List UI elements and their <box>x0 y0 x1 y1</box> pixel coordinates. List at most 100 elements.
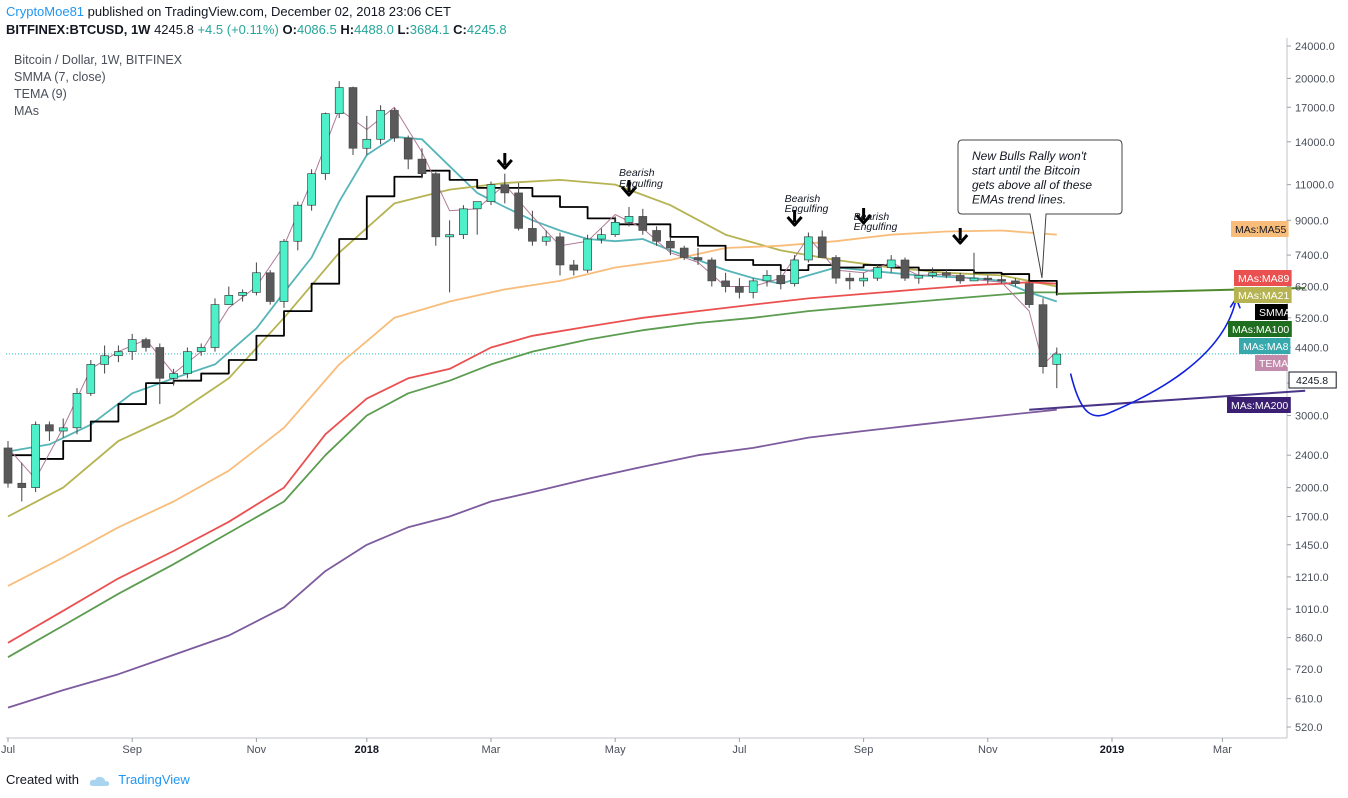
candle <box>321 112 330 180</box>
price-tag: MAs:MA200 <box>1227 397 1291 413</box>
candle-body <box>348 87 358 149</box>
price-tag-label: SMMA <box>1259 307 1291 319</box>
candle-body <box>279 240 289 302</box>
candle-body <box>583 238 592 271</box>
legend-tema[interactable]: TEMA (9) <box>14 87 67 101</box>
candle-body <box>652 230 661 242</box>
trend-line <box>1029 389 1306 411</box>
candle <box>679 245 689 260</box>
candle-body <box>45 424 54 432</box>
candle <box>1052 347 1062 389</box>
candle-body <box>735 286 744 293</box>
high-label: H: <box>340 22 355 37</box>
candle <box>141 337 151 352</box>
candle-body <box>3 447 13 484</box>
candle <box>693 248 703 265</box>
annotation-label: Bearish <box>854 211 890 223</box>
symbol-label: BITFINEX:BTCUSD, 1W <box>6 22 151 37</box>
candle-body <box>417 158 427 174</box>
candle-body <box>886 259 896 268</box>
candle <box>997 275 1006 284</box>
price-axis-tags: MAs:MA55 MAs:MA89 MAs:MA21 SMMA MAs:MA100 MAs… <box>1227 221 1337 413</box>
low-value: 3684.1 <box>409 22 450 37</box>
candle <box>845 272 855 290</box>
candle-body <box>1024 283 1034 305</box>
candle <box>17 462 27 502</box>
y-tick-label: 1700.0 <box>1295 511 1329 523</box>
price-tag-label: MAs:MA8 <box>1243 341 1289 353</box>
candle <box>859 272 868 287</box>
candle-body <box>307 173 316 206</box>
candle <box>900 257 910 281</box>
callout-text: start until the Bitcoin <box>972 164 1080 178</box>
author-link[interactable]: CryptoMoe81 <box>6 4 85 19</box>
candle-body <box>597 234 606 240</box>
legend-mas[interactable]: MAs <box>14 104 39 118</box>
candle <box>886 255 896 273</box>
candle-body <box>624 216 634 223</box>
y-tick-label: 2400.0 <box>1295 450 1329 462</box>
y-tick-label: 6200.0 <box>1295 282 1329 294</box>
last-price: 4245.8 <box>154 22 194 37</box>
candle <box>652 226 661 246</box>
candle-body <box>1011 280 1020 284</box>
candle-body <box>265 272 275 302</box>
y-tick-label: 17000.0 <box>1295 102 1335 114</box>
candle <box>431 172 441 246</box>
candle <box>72 388 82 435</box>
annotation-label: Engulfing <box>619 178 663 190</box>
y-tick-label: 7400.0 <box>1295 250 1329 262</box>
y-tick-label: 5200.0 <box>1295 313 1329 325</box>
candle <box>748 278 758 299</box>
candle <box>114 345 123 363</box>
publish-info: published on TradingView.com, December 0… <box>87 4 451 19</box>
candle <box>100 345 109 374</box>
y-tick-label: 520.0 <box>1295 722 1323 734</box>
price-tag-box <box>1234 270 1292 286</box>
candle-body <box>196 347 206 352</box>
y-tick-label: 4400.0 <box>1295 342 1329 354</box>
candle <box>252 262 261 296</box>
x-tick-label: Jul <box>732 744 746 756</box>
candle <box>169 368 178 386</box>
price-tag-box <box>1255 304 1288 320</box>
candle-body <box>321 113 330 174</box>
candle-body <box>914 275 924 279</box>
price-tag-label: 4245.8 <box>1296 375 1328 387</box>
candle <box>445 220 454 293</box>
candle-body <box>141 339 151 348</box>
candle-body <box>776 275 786 284</box>
annotation-label: Bearish <box>619 167 655 179</box>
candle <box>638 208 648 235</box>
x-tick-label: 2019 <box>1100 744 1124 756</box>
time-axis[interactable]: Jul Sep Nov 2018 Mar May Jul Sep Nov 2019 Mar <box>1 738 1232 756</box>
candle <box>403 135 413 170</box>
price-tag-box <box>1231 221 1289 237</box>
candle-body <box>610 221 620 235</box>
candle <box>873 264 882 281</box>
candle <box>555 232 565 276</box>
price-tag-box <box>1228 321 1292 337</box>
candle-body <box>72 393 82 429</box>
candle-body <box>293 204 303 242</box>
tradingview-link[interactable]: TradingView <box>118 772 190 787</box>
candle-body <box>58 427 68 432</box>
price-tag: MAs:MA89 <box>1234 270 1292 286</box>
candle-body <box>472 201 482 210</box>
candle-body <box>486 184 496 202</box>
price-tag: MAs:MA21 <box>1234 287 1292 303</box>
candle <box>776 270 786 290</box>
candle <box>514 183 523 231</box>
candle-body <box>1038 304 1048 367</box>
y-tick-label: 1210.0 <box>1295 572 1329 584</box>
price-tag-label: MAs:MA55 <box>1235 224 1287 236</box>
price-tag: TEMA <box>1255 355 1288 371</box>
candle-body <box>528 228 537 242</box>
candle-body <box>114 351 123 357</box>
legend-smma[interactable]: SMMA (7, close) <box>14 70 106 84</box>
candle <box>804 232 813 263</box>
annotation-label: Engulfing <box>854 221 898 233</box>
candle <box>817 230 827 258</box>
legend-title[interactable]: Bitcoin / Dollar, 1W, BITFINEX <box>14 53 183 67</box>
